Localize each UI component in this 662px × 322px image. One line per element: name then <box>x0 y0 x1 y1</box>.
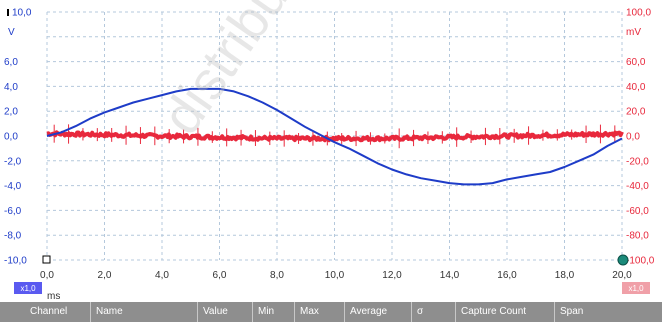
right-scale-label: x1,0 <box>628 284 644 293</box>
x-tick-label: 20,0 <box>612 270 632 281</box>
left-tick-label: -4,0 <box>4 181 22 192</box>
left-tick-label: 2,0 <box>4 107 18 118</box>
right-tick-label: -20,0 <box>626 156 649 167</box>
column-average[interactable]: Average <box>344 302 411 322</box>
left-tick-label: 10,0 <box>12 8 32 19</box>
column-channel[interactable]: Channel <box>0 302 90 322</box>
x-tick-label: 12,0 <box>382 270 402 281</box>
x-tick-label: 4,0 <box>155 270 169 281</box>
x-tick-label: 0,0 <box>40 270 54 281</box>
right-axis-unit: mV <box>626 27 641 38</box>
column-min[interactable]: Min <box>252 302 294 322</box>
right-axis-ticks: 100,0 60,0 40,0 20,0 0,0 -20,0 -40,0 -60,0 -80,0… <box>626 8 655 267</box>
right-tick-label: -60,0 <box>626 206 649 217</box>
x-tick-label: 18,0 <box>555 270 575 281</box>
column-sigma[interactable]: σ <box>411 302 455 322</box>
x-axis-unit: ms <box>47 291 60 300</box>
column-max[interactable]: Max <box>294 302 344 322</box>
left-tick-label: -6,0 <box>4 206 22 217</box>
column-capture-count[interactable]: Capture Count <box>455 302 554 322</box>
x-tick-label: 2,0 <box>98 270 112 281</box>
left-scale-label: x1,0 <box>20 284 36 293</box>
left-axis-marker <box>7 9 9 16</box>
left-axis-ticks: 10,0 6,0 4,0 2,0 0,0 -2,0 -4,0 -6,0 -8,0 -10,0 <box>4 8 32 267</box>
left-tick-label: -10,0 <box>4 256 27 267</box>
measurements-header: Channel Name Value Min Max Average σ Cap… <box>0 302 662 322</box>
column-value[interactable]: Value <box>197 302 252 322</box>
x-tick-label: 14,0 <box>440 270 460 281</box>
left-tick-label: 0,0 <box>4 132 18 143</box>
right-tick-label: -40,0 <box>626 181 649 192</box>
right-tick-label: 60,0 <box>626 57 646 68</box>
x-tick-label: 10,0 <box>325 270 345 281</box>
right-tick-label: 0,0 <box>626 132 640 143</box>
right-tick-label: -100,0 <box>626 256 655 267</box>
left-tick-label: -8,0 <box>4 231 22 242</box>
left-tick-label: -2,0 <box>4 156 22 167</box>
left-axis-unit: V <box>8 27 15 38</box>
right-tick-label: 20,0 <box>626 107 646 118</box>
oscilloscope-chart: 10,0 6,0 4,0 2,0 0,0 -2,0 -4,0 -6,0 -8,0 -10,0 10… <box>0 0 662 300</box>
time-marker-handle[interactable] <box>43 256 50 263</box>
right-tick-label: 40,0 <box>626 82 646 93</box>
left-tick-label: 4,0 <box>4 82 18 93</box>
right-tick-label: -80,0 <box>626 231 649 242</box>
trigger-marker[interactable] <box>618 255 628 265</box>
x-axis-ticks: 0,0 2,0 4,0 6,0 8,0 10,0 12,0 14,0 16,0 18,0 20,0 <box>40 270 632 281</box>
x-tick-label: 6,0 <box>213 270 227 281</box>
left-tick-label: 6,0 <box>4 57 18 68</box>
column-name[interactable]: Name <box>90 302 197 322</box>
column-span[interactable]: Span <box>554 302 662 322</box>
x-tick-label: 16,0 <box>497 270 517 281</box>
right-tick-label: 100,0 <box>626 8 651 19</box>
x-tick-label: 8,0 <box>270 270 284 281</box>
